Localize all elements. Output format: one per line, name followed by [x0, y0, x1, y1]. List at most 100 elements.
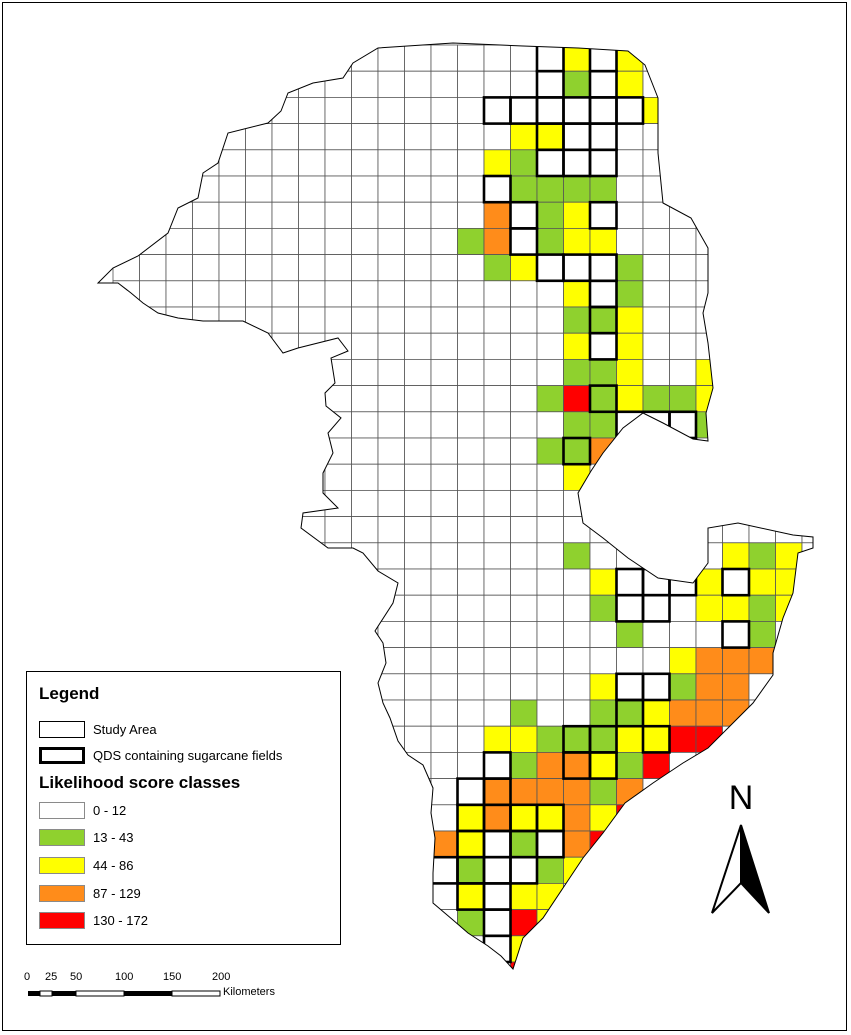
- qds-cell: [245, 280, 273, 308]
- qds-cell: [536, 909, 564, 937]
- qds-cell: [351, 175, 379, 203]
- qds-cell: [457, 804, 485, 832]
- qds-cell: [457, 306, 485, 334]
- qds-cell: [404, 254, 432, 282]
- qds-cell: [430, 935, 458, 963]
- legend-class-3: 87 - 129: [39, 883, 141, 903]
- qds-cell: [298, 489, 326, 517]
- qds-cell: [165, 175, 193, 203]
- class-label-0: 0 - 12: [93, 802, 127, 818]
- qds-cell: [669, 437, 697, 465]
- qds-cell: [563, 254, 591, 282]
- qds-cell: [695, 149, 723, 177]
- sugarcane-qds-cell: [641, 593, 671, 623]
- qds-cell: [165, 568, 193, 596]
- qds-cell: [192, 621, 220, 649]
- qds-cell: [642, 856, 670, 884]
- sugarcane-qds-cell: [509, 855, 539, 885]
- qds-cell: [616, 201, 644, 229]
- qds-cell: [589, 568, 617, 596]
- qds-cell: [536, 725, 564, 753]
- qds-cell: [351, 149, 379, 177]
- qds-cell: [457, 97, 485, 125]
- qds-cell: [457, 123, 485, 151]
- qds-cell: [748, 621, 776, 649]
- qds-cell: [536, 699, 564, 727]
- qds-cell: [351, 463, 379, 491]
- qds-cell: [616, 70, 644, 98]
- qds-cell: [642, 778, 670, 806]
- qds-cell: [722, 594, 750, 622]
- qds-cell: [589, 385, 617, 413]
- qds-cell: [536, 883, 564, 911]
- qds-cell: [536, 332, 564, 360]
- qds-cell: [563, 489, 591, 517]
- qds-cell: [695, 437, 723, 465]
- qds-cell: [165, 332, 193, 360]
- qds-cell: [351, 306, 379, 334]
- qds-cell: [324, 568, 352, 596]
- qds-cell: [271, 411, 299, 439]
- qds-cell: [510, 778, 538, 806]
- qds-cell: [669, 594, 697, 622]
- qds-cell: [271, 306, 299, 334]
- qds-cell: [642, 254, 670, 282]
- qds-cell: [430, 542, 458, 570]
- qds-cell: [669, 463, 697, 491]
- qds-cell: [642, 97, 670, 125]
- qds-cell: [245, 411, 273, 439]
- qds-cell: [457, 935, 485, 963]
- qds-cell: [457, 463, 485, 491]
- qds-cell: [430, 70, 458, 98]
- qds-cell: [324, 175, 352, 203]
- qds-cell: [510, 935, 538, 963]
- qds-cell: [801, 411, 813, 439]
- qds-cell: [298, 149, 326, 177]
- qds-cell: [483, 280, 511, 308]
- qds-cell: [510, 621, 538, 649]
- qds-cell: [430, 411, 458, 439]
- qds-cell: [616, 699, 644, 727]
- qds-cell: [377, 594, 405, 622]
- class-label-3: 87 - 129: [93, 885, 141, 901]
- qds-cell: [722, 254, 750, 282]
- qds-cell: [165, 227, 193, 255]
- qds-cell: [430, 621, 458, 649]
- sugarcane-qds-outlines: [429, 43, 751, 964]
- qds-cell: [483, 70, 511, 98]
- qds-cell: [483, 411, 511, 439]
- qds-cell: [404, 856, 432, 884]
- qds-cell: [695, 856, 723, 884]
- qds-cell: [192, 437, 220, 465]
- qds-cell: [563, 463, 591, 491]
- qds-cell: [218, 227, 246, 255]
- qds-cell: [801, 227, 813, 255]
- qds-cell: [483, 227, 511, 255]
- qds-cell: [669, 568, 697, 596]
- qds-cell: [271, 385, 299, 413]
- qds-cell: [218, 385, 246, 413]
- qds-cell: [298, 621, 326, 649]
- qds-cell: [218, 621, 246, 649]
- qds-cell: [377, 856, 405, 884]
- qds-cell: [165, 385, 193, 413]
- qds-cell: [139, 227, 167, 255]
- qds-cell: [298, 227, 326, 255]
- qds-cell: [563, 280, 591, 308]
- qds-cell: [695, 358, 723, 386]
- qds-cell: [430, 725, 458, 753]
- qds-cell: [669, 699, 697, 727]
- sugarcane-qds-cell: [509, 227, 539, 256]
- scale-tick-100: 100: [115, 971, 134, 983]
- qds-cell: [404, 909, 432, 937]
- qds-cell: [165, 123, 193, 151]
- qds-cell: [616, 280, 644, 308]
- qds-cell: [722, 647, 750, 675]
- qds-cell: [218, 516, 246, 544]
- qds-cell: [536, 201, 564, 229]
- qds-cell: [510, 594, 538, 622]
- qds-cell: [483, 175, 511, 203]
- qds-cell: [457, 44, 485, 72]
- qds-cell: [669, 935, 697, 963]
- qds-cell: [298, 175, 326, 203]
